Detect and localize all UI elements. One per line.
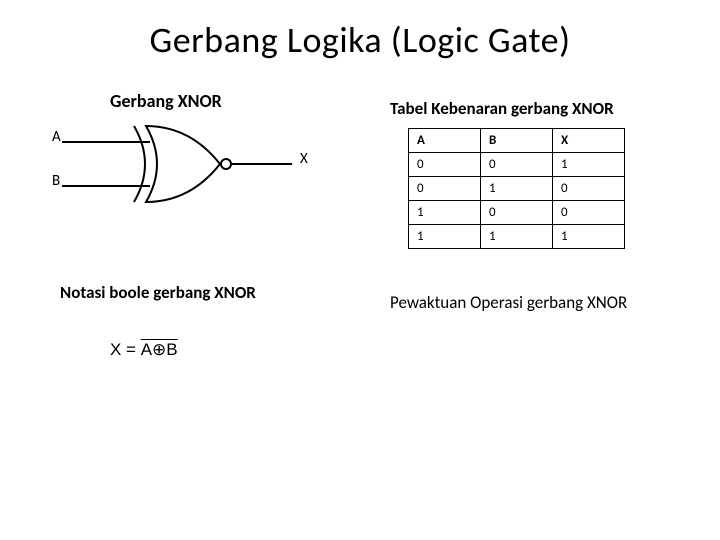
- table-cell: 1: [553, 153, 625, 177]
- gate-heading: Gerbang XNOR: [110, 90, 222, 112]
- timing-heading: Pewaktuan Operasi gerbang XNOR: [390, 292, 627, 313]
- truth-table-column-header: X: [553, 129, 625, 153]
- table-cell: 1: [409, 201, 481, 225]
- table-row: 010: [409, 177, 625, 201]
- truth-table-heading: Tabel Kebenaran gerbang XNOR: [390, 98, 614, 119]
- truth-table-header-row: ABX: [409, 129, 625, 153]
- formula-prefix: X =: [110, 340, 141, 359]
- truth-table-column-header: B: [481, 129, 553, 153]
- xnor-gate-diagram: [50, 120, 330, 250]
- table-cell: 1: [481, 225, 553, 249]
- truth-table: ABX 001010100111: [408, 128, 625, 249]
- table-row: 100: [409, 201, 625, 225]
- table-cell: 0: [481, 201, 553, 225]
- truth-table-body: 001010100111: [409, 153, 625, 249]
- formula-overlined: A⊕B: [141, 340, 178, 360]
- boolean-formula: X = A⊕B: [110, 340, 178, 360]
- table-row: 001: [409, 153, 625, 177]
- page-title: Gerbang Logika (Logic Gate): [0, 0, 720, 62]
- table-cell: 0: [409, 177, 481, 201]
- table-cell: 0: [409, 153, 481, 177]
- table-cell: 1: [481, 177, 553, 201]
- table-cell: 0: [553, 177, 625, 201]
- table-cell: 1: [409, 225, 481, 249]
- truth-table-column-header: A: [409, 129, 481, 153]
- table-cell: 1: [553, 225, 625, 249]
- table-row: 111: [409, 225, 625, 249]
- notation-heading: Notasi boole gerbang XNOR: [60, 282, 256, 303]
- table-cell: 0: [553, 201, 625, 225]
- table-cell: 0: [481, 153, 553, 177]
